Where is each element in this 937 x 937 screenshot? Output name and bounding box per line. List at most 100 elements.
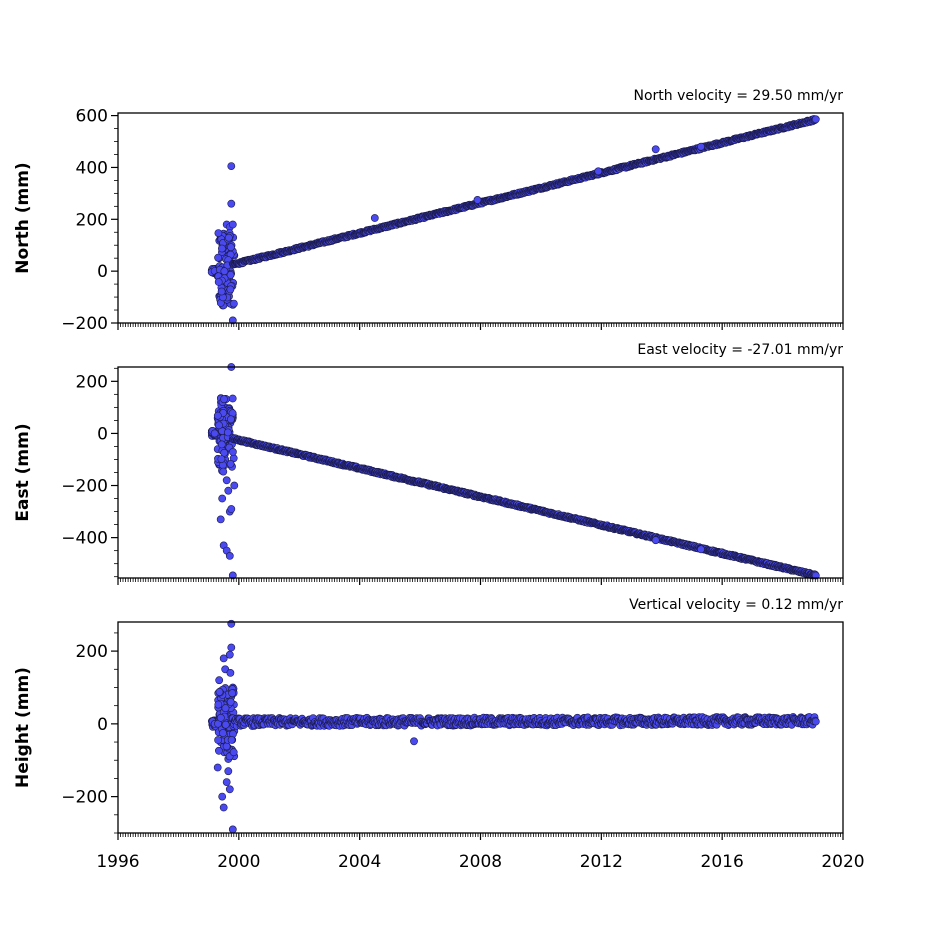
north-data-point bbox=[217, 287, 226, 296]
north-data-point bbox=[214, 278, 223, 286]
north-data-point bbox=[228, 316, 237, 325]
east-data-point bbox=[222, 476, 231, 485]
east-data-point bbox=[225, 552, 234, 560]
east-data-point bbox=[228, 571, 237, 580]
north-data-point bbox=[228, 220, 237, 229]
x-axis-tick-labels: 1996 2000 2004 2008 2012 2016 2020 bbox=[96, 852, 864, 872]
north-data-points bbox=[207, 115, 820, 325]
east-data-point bbox=[227, 505, 236, 513]
north-y-axis-label: North (mm) bbox=[13, 162, 33, 273]
x-tick-label: 2020 bbox=[821, 852, 864, 872]
height-data-point bbox=[225, 785, 234, 794]
height-y-tick-label: 200 bbox=[76, 642, 108, 662]
east-velocity-annotation: East velocity = -27.01 mm/yr bbox=[637, 342, 843, 358]
x-tick-label: 2012 bbox=[580, 852, 623, 872]
north-data-point bbox=[224, 233, 233, 242]
height-data-point bbox=[224, 767, 233, 776]
east-data-point bbox=[228, 447, 237, 456]
east-data-point bbox=[220, 395, 228, 404]
x-tick-label: 1996 bbox=[96, 852, 139, 872]
height-data-point bbox=[215, 676, 224, 685]
height-data-point bbox=[214, 736, 222, 744]
east-data-point bbox=[218, 494, 227, 503]
north-data-point bbox=[697, 142, 705, 151]
height-data-point bbox=[228, 825, 237, 834]
north-y-tick-label: 200 bbox=[76, 210, 108, 230]
north-data-point bbox=[227, 162, 236, 170]
north-data-point bbox=[811, 115, 820, 124]
height-data-point bbox=[226, 698, 235, 706]
east-y-tick-label: 200 bbox=[76, 372, 108, 392]
height-data-point bbox=[213, 763, 222, 772]
north-y-tick-label: 400 bbox=[76, 158, 108, 178]
height-y-tick-label: −200 bbox=[61, 788, 108, 808]
east-panel: East (mm) East velocity = -27.01 mm/yr −… bbox=[13, 342, 844, 585]
north-data-point bbox=[651, 145, 660, 154]
height-data-point bbox=[219, 729, 227, 737]
height-data-point bbox=[226, 669, 235, 677]
height-data-point bbox=[221, 704, 230, 713]
north-y-tick-label: 600 bbox=[76, 107, 108, 127]
height-data-point bbox=[214, 700, 223, 709]
east-y-tick-label: −200 bbox=[61, 477, 108, 497]
height-ticks: −200 0 200 bbox=[61, 632, 844, 840]
north-y-tick-label: 0 bbox=[97, 262, 108, 282]
east-data-point bbox=[216, 515, 225, 524]
east-data-point bbox=[226, 415, 235, 424]
height-velocity-annotation: Vertical velocity = 0.12 mm/yr bbox=[629, 597, 843, 613]
east-data-point bbox=[226, 459, 235, 468]
x-tick-label: 2004 bbox=[338, 852, 381, 872]
north-data-point bbox=[226, 270, 235, 279]
east-data-point bbox=[210, 429, 219, 438]
height-data-point bbox=[811, 717, 820, 726]
east-data-points bbox=[207, 363, 820, 580]
height-y-tick-label: 0 bbox=[97, 715, 108, 735]
north-data-point bbox=[370, 214, 379, 222]
north-data-point bbox=[214, 229, 223, 237]
height-data-points bbox=[207, 619, 820, 834]
height-y-axis-label: Height (mm) bbox=[13, 667, 33, 788]
east-data-point bbox=[215, 421, 223, 430]
height-data-point bbox=[215, 688, 224, 696]
height-data-point bbox=[219, 803, 228, 812]
height-data-point bbox=[214, 746, 223, 755]
height-panel: Height (mm) Vertical velocity = 0.12 mm/… bbox=[13, 597, 844, 840]
east-data-point bbox=[697, 545, 705, 554]
east-data-point bbox=[651, 536, 660, 545]
north-data-point bbox=[217, 244, 226, 253]
east-data-point bbox=[219, 467, 228, 476]
east-y-tick-label: 0 bbox=[97, 424, 108, 444]
x-tick-label: 2008 bbox=[459, 852, 502, 872]
north-data-point bbox=[226, 243, 235, 252]
east-y-axis-label: East (mm) bbox=[13, 423, 33, 521]
height-data-point bbox=[225, 650, 234, 659]
east-data-point bbox=[230, 481, 239, 490]
height-data-point bbox=[227, 619, 236, 628]
height-data-point bbox=[228, 689, 237, 698]
north-data-point bbox=[594, 167, 603, 176]
height-data-point bbox=[229, 748, 238, 757]
height-data-point bbox=[218, 792, 227, 801]
north-data-point bbox=[229, 299, 238, 308]
east-data-point bbox=[213, 411, 222, 420]
height-data-point bbox=[222, 742, 231, 751]
north-data-point bbox=[227, 199, 236, 208]
x-tick-label: 2000 bbox=[217, 852, 260, 872]
height-data-point bbox=[227, 643, 236, 652]
height-data-point bbox=[227, 736, 236, 744]
north-data-point bbox=[473, 195, 482, 204]
north-data-point bbox=[226, 285, 235, 294]
x-tick-label: 2016 bbox=[701, 852, 744, 872]
east-data-point bbox=[217, 455, 226, 463]
east-data-point bbox=[228, 394, 237, 403]
north-data-point bbox=[220, 267, 229, 276]
height-data-point bbox=[222, 778, 231, 786]
north-ticks: −200 0 200 400 600 bbox=[61, 107, 844, 334]
east-data-point bbox=[217, 440, 226, 449]
height-data-point bbox=[216, 713, 225, 722]
height-data-point bbox=[410, 737, 418, 746]
east-data-point bbox=[224, 486, 233, 495]
east-y-tick-label: −400 bbox=[61, 529, 108, 549]
height-data-point bbox=[221, 720, 230, 729]
